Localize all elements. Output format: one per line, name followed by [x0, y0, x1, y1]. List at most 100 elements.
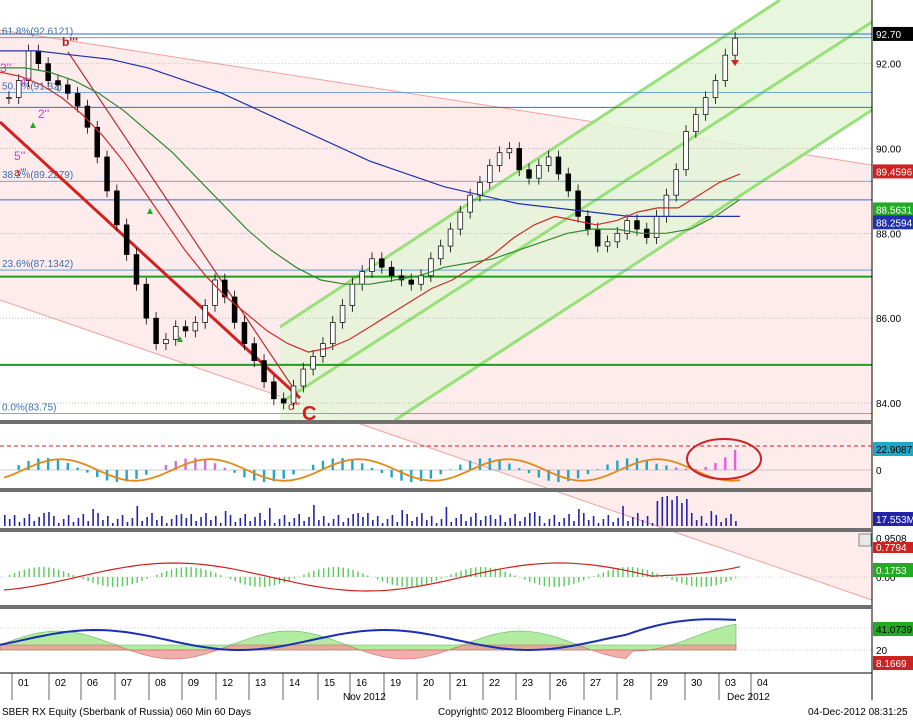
volume-bar	[494, 519, 497, 526]
candle	[163, 339, 169, 344]
stoch-bar	[28, 568, 30, 577]
volume-bar	[38, 517, 40, 526]
volume-bar	[303, 521, 305, 526]
volume-bar	[504, 522, 507, 526]
volume-bar	[342, 522, 345, 526]
macd-bar	[105, 470, 109, 481]
macd-bar	[174, 460, 177, 470]
candle	[516, 148, 522, 171]
x-tick-label: 22	[489, 678, 501, 689]
candle	[388, 266, 395, 277]
volume-bar	[77, 518, 80, 526]
macd-bar	[724, 457, 727, 470]
value-badge	[873, 656, 913, 670]
volume-bar	[28, 514, 31, 526]
macd-bar	[66, 463, 69, 470]
volume-bar	[533, 512, 536, 526]
volume-bar	[411, 521, 413, 526]
macd-bar	[370, 467, 374, 470]
stoch-bar	[352, 569, 354, 577]
stoch-bar	[293, 577, 295, 579]
candle	[74, 92, 81, 107]
x-tick-label: 01	[18, 678, 30, 689]
y-tick-label: 92.00	[876, 60, 901, 71]
volume-bar	[563, 518, 565, 526]
macd-bar	[419, 470, 423, 482]
x-tick-label: 02	[55, 678, 67, 689]
candle	[702, 97, 709, 115]
candle	[437, 245, 444, 260]
candle	[526, 169, 532, 179]
macd-bar	[459, 464, 462, 470]
value-badge	[873, 215, 913, 230]
macd-bar	[262, 470, 266, 482]
stoch-bar	[131, 577, 133, 585]
stoch-bar	[646, 570, 649, 577]
stoch-bar	[357, 571, 359, 577]
stoch-bar	[18, 571, 21, 577]
macd-bar	[292, 470, 295, 475]
volume-bar	[107, 516, 109, 526]
volume-bar	[131, 518, 134, 526]
value-badge-text: 0.9508	[876, 534, 907, 545]
candle	[673, 169, 679, 196]
stoch-bar	[401, 577, 403, 587]
stoch-bar	[690, 577, 693, 587]
red-channel-bottom-line	[0, 299, 873, 601]
stoch-line	[3, 562, 741, 592]
volume-bar	[126, 522, 129, 526]
macd-bar	[27, 461, 30, 470]
candle	[604, 241, 611, 247]
stoch-bar	[219, 575, 222, 577]
stoch-bar	[553, 577, 555, 587]
volume-bar	[165, 523, 168, 526]
value-badge	[873, 26, 913, 41]
volume-bar	[636, 513, 639, 526]
x-tick-label: 06	[87, 678, 99, 689]
candle	[614, 232, 621, 243]
volume-bar	[475, 513, 477, 526]
stoch-bar	[180, 567, 183, 577]
x-tick-label: 08	[155, 678, 167, 689]
stoch-bar	[391, 577, 394, 585]
wave-label: 3''	[0, 61, 11, 75]
volume-bar	[695, 520, 698, 526]
stoch-bar	[111, 577, 114, 587]
wave-label: a'''	[14, 167, 26, 179]
fib-label: 61.8%(92.6121)	[2, 27, 73, 38]
macd-bar	[46, 458, 50, 470]
stoch-bar	[681, 577, 683, 584]
volume-bar	[568, 514, 570, 526]
stoch-bar	[367, 575, 369, 577]
volume-bar	[690, 513, 693, 526]
volume-bar	[509, 518, 511, 526]
stoch-bar	[102, 577, 104, 586]
macd-bar	[714, 463, 717, 470]
stoch-bar	[332, 567, 335, 577]
stoch-bar	[229, 577, 232, 580]
macd-bar	[17, 465, 20, 470]
volume-bar	[524, 517, 526, 526]
volume-bar	[651, 523, 654, 526]
stoch-bar	[313, 570, 315, 577]
volume-bar	[465, 521, 467, 526]
macd-bar	[243, 470, 246, 478]
stoch-bar	[156, 574, 158, 577]
value-badge	[873, 563, 913, 577]
panel-separator	[0, 605, 872, 609]
volume-bar	[249, 521, 251, 526]
volume-bar	[710, 511, 713, 526]
stoch-bar	[705, 577, 708, 587]
volume-bar	[224, 511, 227, 526]
volume-bar	[700, 516, 703, 526]
stoch-bar	[735, 577, 737, 579]
volume-bar	[288, 522, 291, 526]
stoch-bar	[322, 568, 325, 577]
volume-bar	[337, 515, 340, 526]
macd-bar	[135, 470, 138, 479]
volume-bar	[200, 517, 202, 526]
stoch-bar	[210, 571, 212, 577]
stoch-bar	[72, 574, 75, 577]
volume-bar	[381, 523, 384, 526]
x-tick-label: 09	[188, 678, 200, 689]
